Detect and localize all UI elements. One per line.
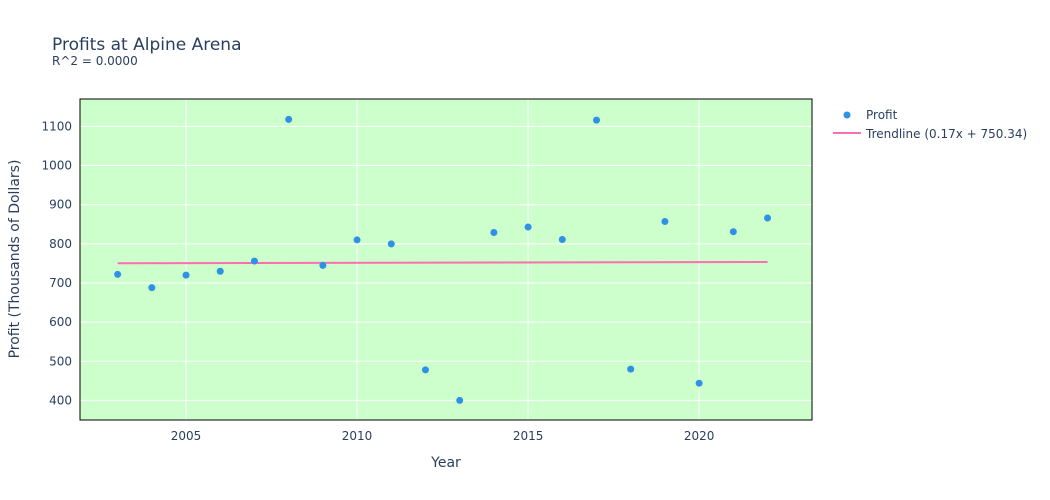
legend-profit-marker [843,111,851,119]
data-points [114,115,772,404]
data-point[interactable] [524,223,532,231]
data-point[interactable] [558,236,566,244]
data-point[interactable] [387,240,395,248]
trendline [117,261,768,265]
data-point[interactable] [593,116,601,124]
y-tick-label: 1000 [41,159,72,173]
chart-subtitle: R^2 = 0.0000 [52,54,138,68]
legend[interactable]: Profit Trendline (0.17x + 750.34) [833,108,1027,141]
x-tick-labels: 2005 2010 2015 2020 [171,429,715,443]
y-tick-label: 800 [49,237,72,251]
data-point[interactable] [695,379,703,387]
y-tick-label: 400 [49,393,72,407]
data-point[interactable] [250,257,258,265]
y-tick-label: 700 [49,276,72,290]
data-point[interactable] [216,267,224,275]
y-tick-label: 600 [49,315,72,329]
data-point[interactable] [421,366,429,374]
data-point[interactable] [353,236,361,244]
data-point[interactable] [456,396,464,404]
y-gridlines [80,125,812,401]
plot-area [80,99,812,420]
x-gridlines [185,99,700,420]
data-point[interactable] [114,270,122,278]
y-tick-label: 900 [49,198,72,212]
y-tick-labels: 400 500 600 700 800 900 1000 1100 [41,119,72,407]
data-point[interactable] [729,228,737,236]
data-point[interactable] [182,271,190,279]
data-point[interactable] [319,261,327,269]
plot-frame [79,98,813,421]
legend-profit-label: Profit [866,108,898,122]
x-axis-title: Year [430,455,461,471]
x-tick-label: 2005 [171,429,202,443]
y-axis-title: Profit (Thousands of Dollars) [7,160,23,359]
y-tick-label: 500 [49,354,72,368]
x-tick-label: 2010 [342,429,373,443]
data-point[interactable] [285,115,293,123]
data-point[interactable] [661,218,669,226]
data-point[interactable] [148,284,156,292]
x-tick-label: 2015 [513,429,544,443]
chart-title: Profits at Alpine Arena [52,35,242,55]
y-tick-label: 1100 [41,119,72,133]
x-tick-label: 2020 [684,429,715,443]
data-point[interactable] [490,228,498,236]
data-point[interactable] [627,365,635,373]
trendline-layer [117,261,768,265]
legend-trendline-label: Trendline (0.17x + 750.34) [865,127,1027,141]
data-point[interactable] [764,214,772,222]
